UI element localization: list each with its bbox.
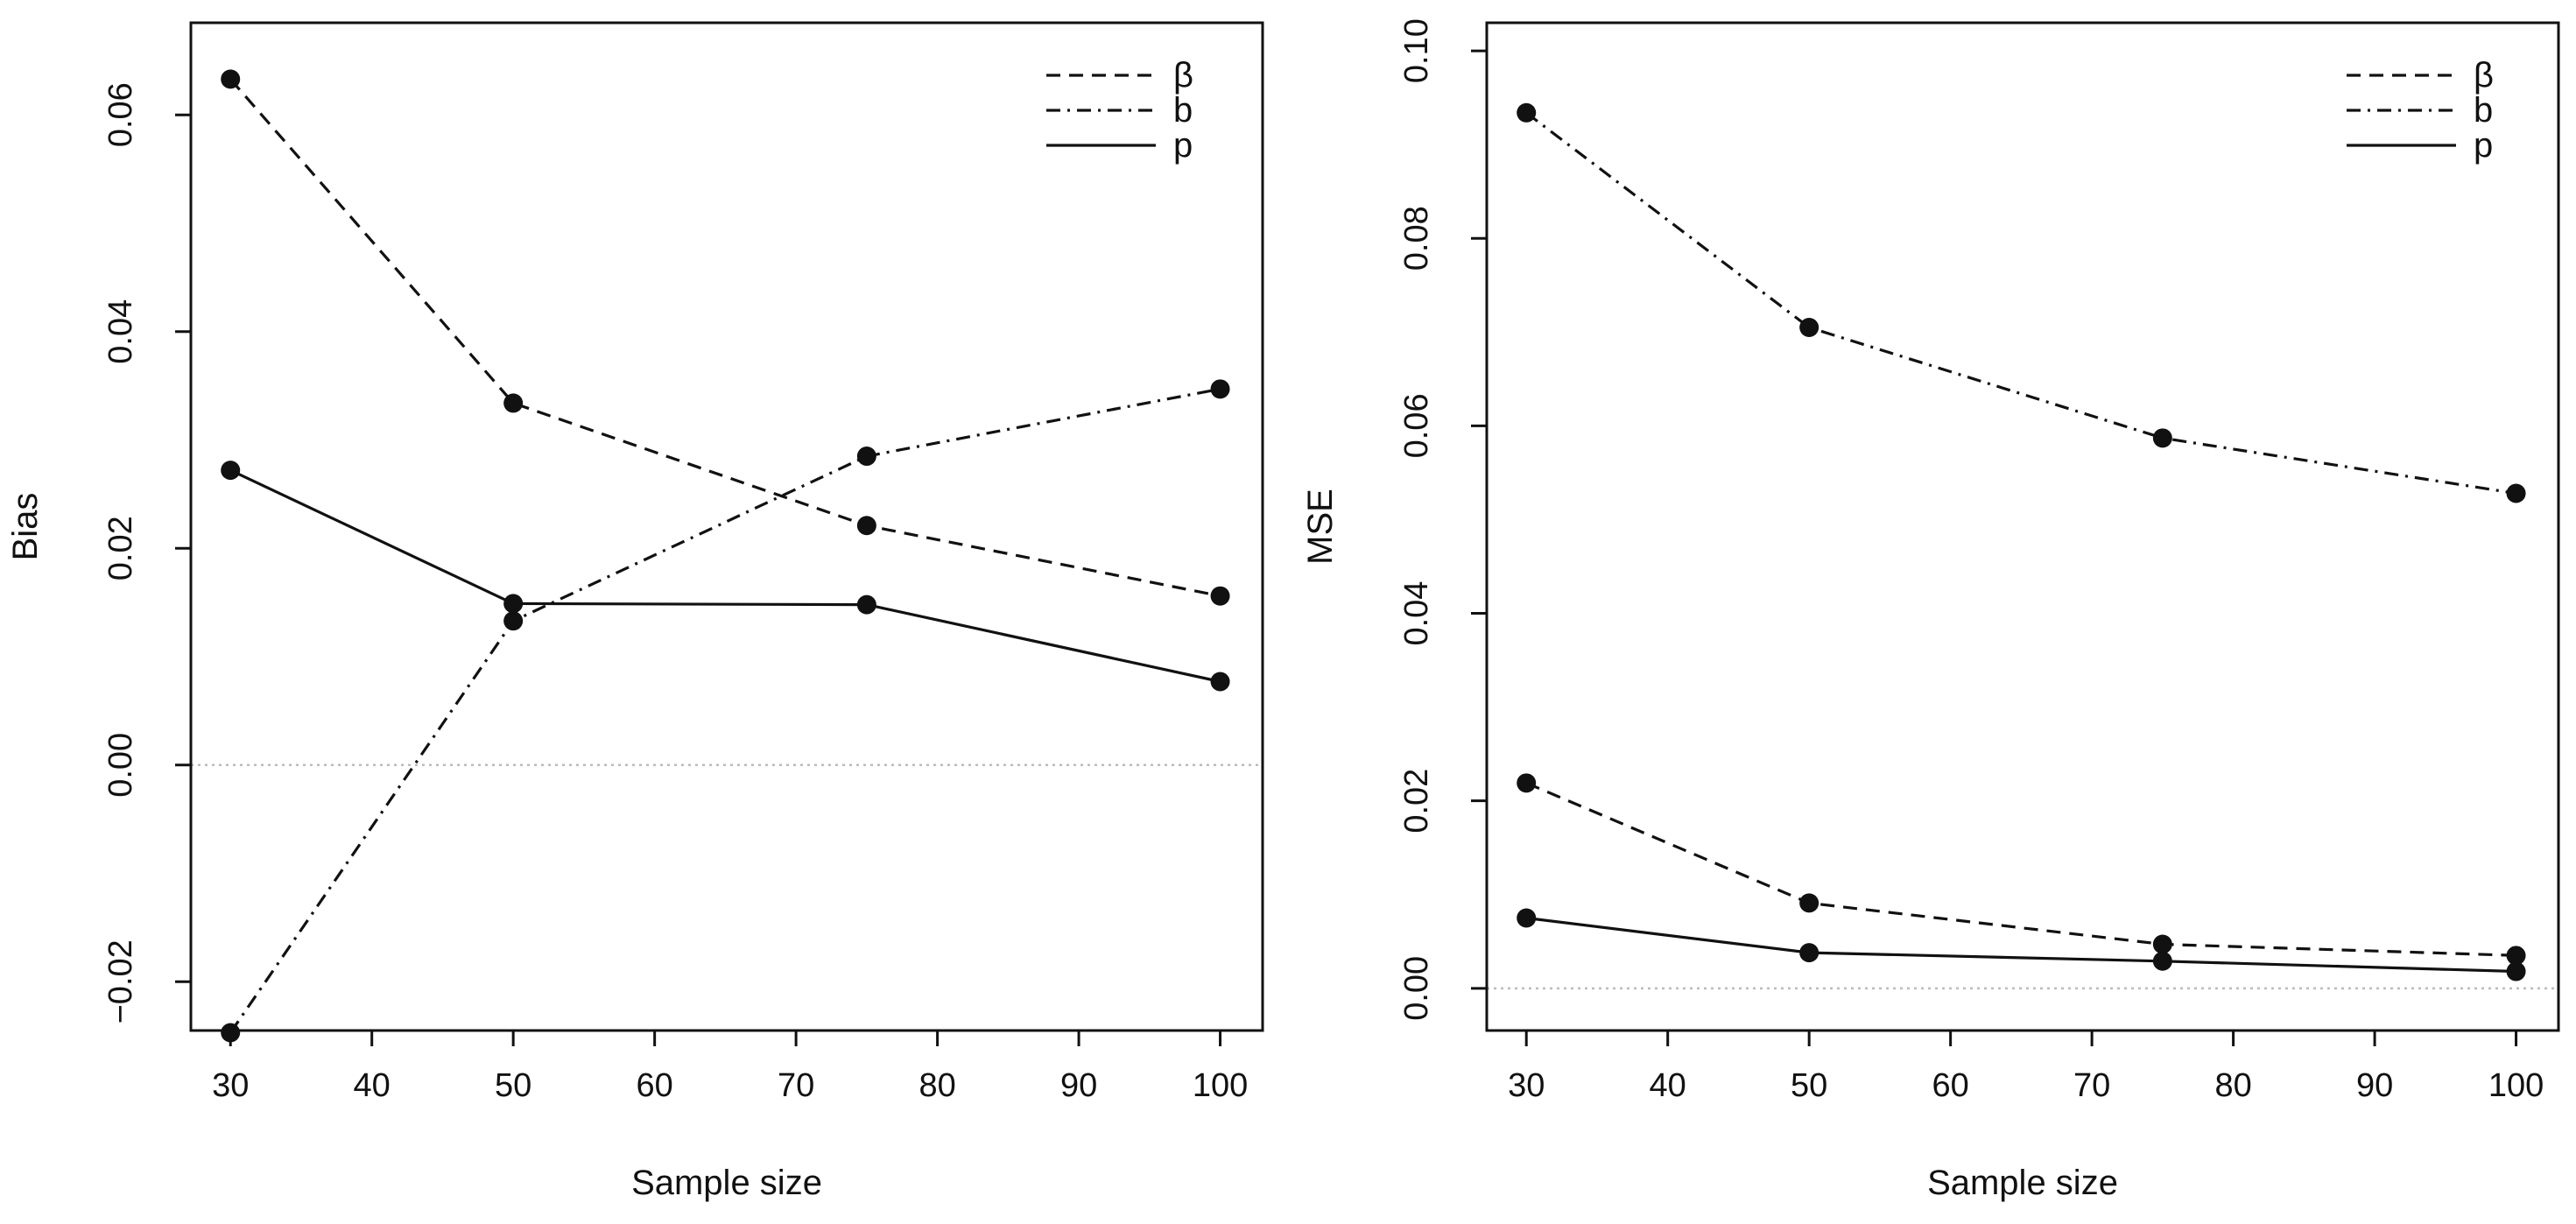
x-tick-label: 100: [2488, 1067, 2544, 1104]
data-point-p-30: [1517, 908, 1537, 928]
data-point-b-30: [1517, 102, 1537, 123]
y-tick-label: 0.06: [102, 82, 139, 147]
data-point-β-50: [503, 393, 524, 413]
x-tick-label: 40: [1650, 1067, 1686, 1104]
y-tick-label: 0.04: [102, 299, 139, 364]
data-point-p-100: [1210, 672, 1230, 692]
x-tick-label: 40: [354, 1067, 391, 1104]
y-tick-label: 0.06: [1398, 393, 1435, 458]
x-tick-label: 60: [1932, 1067, 1969, 1104]
plot-frame: [189, 21, 1264, 1032]
y-tick-label: 0.02: [102, 516, 139, 580]
data-point-β-100: [1210, 586, 1230, 606]
y-tick-label: −0.02: [102, 939, 139, 1024]
data-point-b-75: [2152, 428, 2172, 448]
legend-label-b: b: [1173, 91, 1193, 130]
x-tick-label: 80: [2214, 1067, 2251, 1104]
data-point-β-30: [221, 69, 241, 89]
x-tick-label: 50: [495, 1067, 531, 1104]
y-tick-label: 0.08: [1398, 206, 1435, 271]
data-point-p-30: [221, 461, 241, 481]
data-point-p-50: [503, 594, 524, 614]
data-point-b-50: [503, 611, 524, 631]
data-point-β-75: [856, 516, 876, 536]
y-tick-label: 0.02: [1398, 769, 1435, 834]
legend-label-p: p: [1173, 126, 1193, 165]
data-point-p-75: [2152, 951, 2172, 971]
data-point-b-50: [1799, 317, 1819, 337]
legend-label-b: b: [2474, 91, 2493, 130]
series-line-β: [229, 78, 1221, 598]
legend: βbp: [2347, 56, 2494, 165]
x-tick-label: 60: [637, 1067, 673, 1104]
x-tick-label: 90: [1060, 1067, 1097, 1104]
legend: βbp: [1046, 56, 1193, 165]
data-point-β-30: [1517, 773, 1537, 793]
y-tick-label: 0.04: [1398, 581, 1435, 646]
x-tick-label: 80: [918, 1067, 955, 1104]
data-point-b-75: [856, 447, 876, 467]
x-tick-label: 50: [1791, 1067, 1827, 1104]
x-axis-label: Sample size: [631, 1164, 822, 1202]
x-tick-label: 70: [778, 1067, 814, 1104]
data-point-p-75: [856, 594, 876, 615]
chart-panel-1: 30 40 50 60 70 80 90 100 −0.02 0.00 0.02 0.04 0.06 Sa…: [6, 21, 1264, 1202]
plot-frame: [1485, 21, 2560, 1032]
x-tick-label: 30: [1508, 1067, 1545, 1104]
x-tick-label: 90: [2356, 1067, 2393, 1104]
data-point-β-75: [2152, 934, 2172, 954]
data-point-p-100: [2506, 961, 2526, 981]
y-axis-label: MSE: [1301, 489, 1340, 565]
series-line-b: [229, 387, 1221, 1034]
y-tick-label: 0.10: [1398, 18, 1435, 83]
legend-label-β: β: [2474, 56, 2494, 95]
x-tick-label: 30: [212, 1067, 249, 1104]
y-tick-label: 0.00: [102, 733, 139, 798]
series-line-p: [1526, 916, 2516, 974]
chart-panel-2: 30 40 50 60 70 80 90 100 0.00 0.02 0.04 0.06 0.08 0.1…: [1301, 18, 2560, 1202]
x-tick-label: 100: [1193, 1067, 1248, 1104]
y-axis-label: Bias: [6, 493, 45, 561]
data-point-b-100: [1210, 379, 1230, 399]
data-point-β-100: [2506, 946, 2526, 966]
legend-label-p: p: [2474, 126, 2493, 165]
legend-label-β: β: [1173, 56, 1193, 95]
data-point-b-100: [2506, 483, 2526, 503]
series-line-p: [229, 468, 1221, 684]
data-point-β-50: [1799, 893, 1819, 913]
x-axis-label: Sample size: [1927, 1164, 2118, 1202]
series-line-β: [1525, 781, 2516, 957]
x-tick-label: 70: [2073, 1067, 2110, 1104]
data-point-p-50: [1799, 943, 1819, 963]
y-tick-label: 0.00: [1398, 956, 1435, 1021]
